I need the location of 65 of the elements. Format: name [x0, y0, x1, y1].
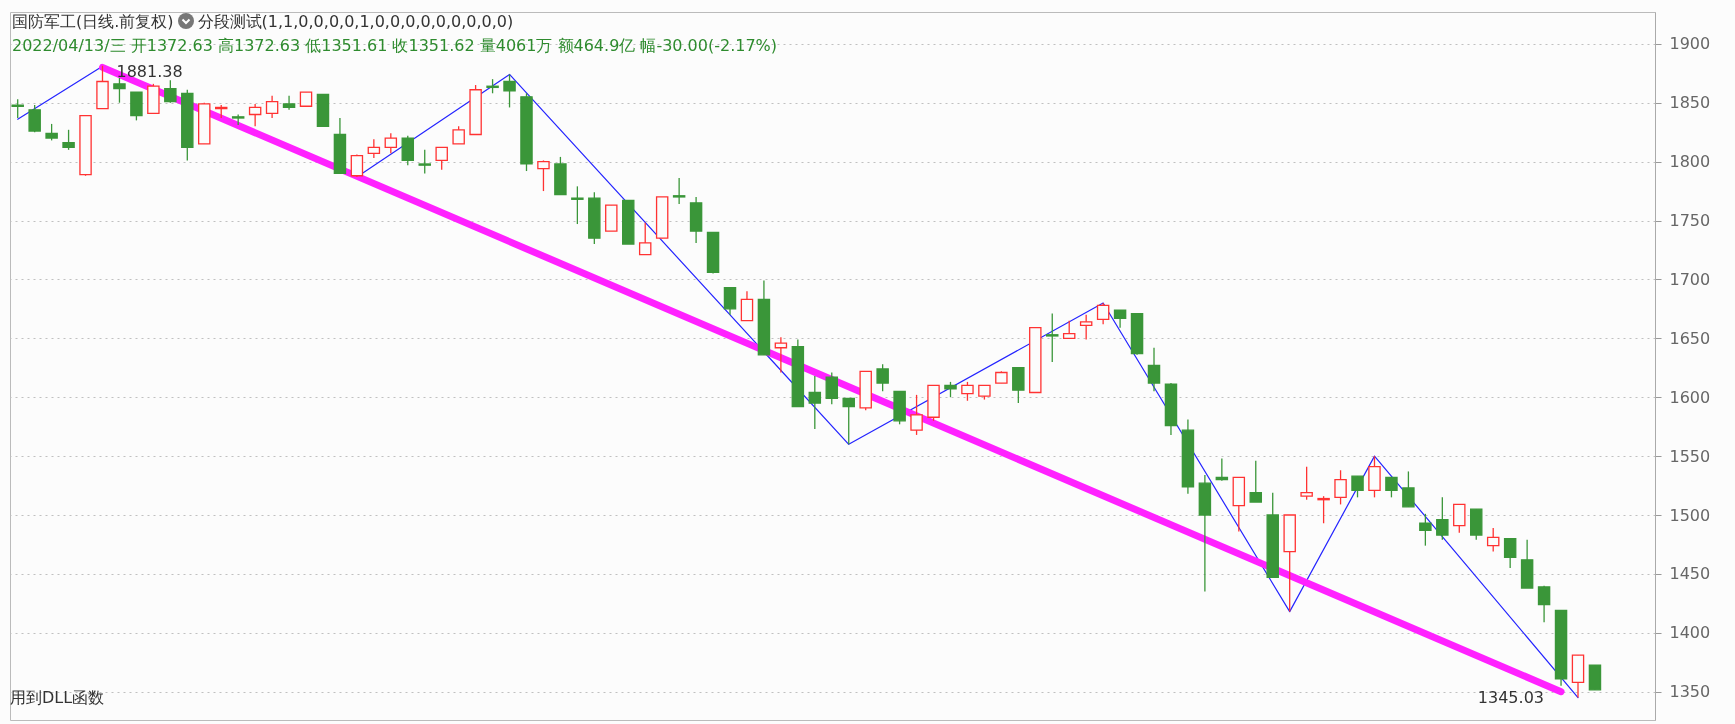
candlestick	[113, 77, 126, 104]
candlestick	[418, 149, 431, 175]
candlestick	[367, 138, 381, 159]
candlestick	[28, 104, 41, 133]
candlestick	[1249, 460, 1263, 503]
candlestick	[435, 146, 448, 171]
candlestick	[1537, 585, 1551, 623]
candlestick	[282, 94, 296, 111]
candlestick	[1334, 469, 1347, 506]
candlestick	[1046, 312, 1059, 363]
candlestick	[1486, 527, 1500, 553]
candlestick	[1503, 537, 1517, 569]
y-tick-label: 1650	[1669, 328, 1711, 348]
candlestick	[1402, 470, 1415, 508]
candlestick	[723, 287, 737, 316]
annotation: 1881.38	[116, 61, 183, 81]
candlestick	[11, 98, 24, 119]
candlestick	[910, 394, 923, 436]
candlestick	[672, 177, 686, 205]
candlestick	[1096, 302, 1110, 325]
candlestick	[774, 336, 788, 374]
y-tick-label: 1600	[1669, 387, 1711, 407]
candlestick	[876, 363, 889, 392]
candlestick	[62, 129, 75, 151]
candlestick	[571, 185, 584, 225]
candlestick	[248, 103, 262, 127]
candlestick	[503, 73, 516, 109]
candlestick	[1351, 475, 1364, 498]
candlestick	[1385, 476, 1398, 498]
candlestick	[808, 375, 822, 430]
chart-title: 国防军工(日线.前复权)	[12, 12, 174, 31]
candlestick	[740, 290, 754, 322]
candlestick	[1453, 503, 1466, 534]
candlestick	[1436, 496, 1449, 541]
candlestick	[537, 159, 550, 192]
candlestick	[384, 132, 398, 155]
annotation: 2022/04/13/三 开1372.63 高1372.63 低1351.61 收1351.62 量4061万 额464.9亿 幅-30.00(-2.17%)	[12, 35, 778, 57]
y-tick-label: 1700	[1669, 269, 1711, 289]
candlestick	[164, 79, 177, 104]
candlestick	[1300, 466, 1313, 501]
annotation: 用到DLL函数	[10, 688, 105, 709]
y-tick-label: 1500	[1669, 505, 1711, 525]
candlestick	[401, 135, 415, 166]
candlestick	[638, 222, 652, 256]
candlestick	[842, 397, 855, 445]
y-tick-label: 1900	[1669, 34, 1711, 54]
y-tick-label: 1350	[1669, 682, 1711, 702]
annotation: 1345.03	[1477, 687, 1544, 707]
candlestick	[1368, 455, 1381, 498]
y-tick-label: 1450	[1669, 564, 1711, 584]
candlestick	[1317, 495, 1330, 524]
candlestick	[1012, 367, 1025, 404]
y-tick-label: 1550	[1669, 446, 1711, 466]
candlestick	[961, 381, 974, 402]
y-tick-label: 1800	[1669, 152, 1711, 172]
chart-subtitle: 分段测试(1,1,0,0,0,0,1,0,0,0,0,0,0,0,0,0)	[197, 12, 514, 31]
y-tick-label: 1400	[1669, 623, 1711, 643]
candlestick	[1147, 347, 1161, 392]
candlestick	[1419, 513, 1432, 547]
candlestick	[130, 91, 143, 122]
y-tick-label: 1850	[1669, 93, 1711, 113]
candlestick	[1079, 314, 1093, 341]
candlestick	[265, 94, 279, 119]
candlestick	[825, 371, 839, 405]
y-tick-label: 1750	[1669, 211, 1711, 231]
